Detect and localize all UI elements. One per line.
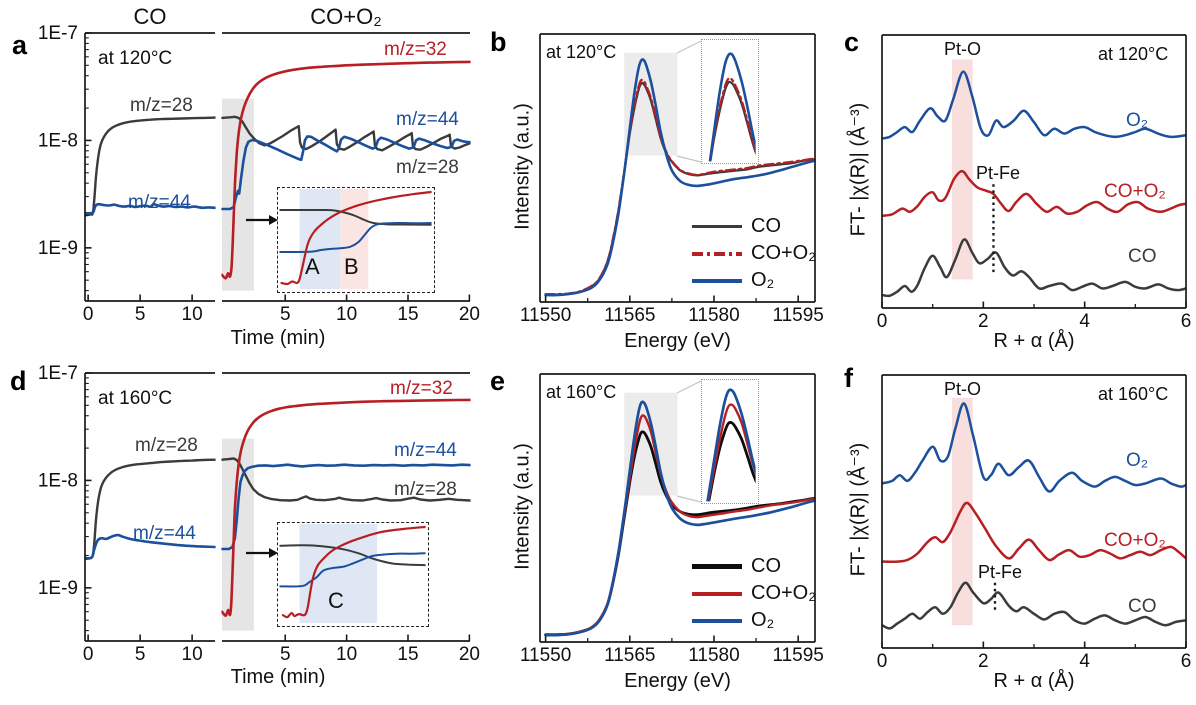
f_main-band-0 [951,397,973,626]
a_left-xtick-label: 10 [182,304,203,325]
a_left-xtick-label: 5 [135,304,146,325]
f_main-xtick-label: 2 [978,651,989,672]
d_inset-series-co2 [279,552,426,588]
chart-d_left: 0 5 10 1E-7 1E-8 1E-9 [38,363,216,665]
a_right-xtick-label: 15 [397,304,418,325]
b_main-xtick-label: 11595 [772,305,823,326]
chart-a_inset [246,189,432,289]
d_left-series-mz44 [84,533,216,560]
f_main-series-co [881,581,1187,630]
a_left-ytick-label: 1E-8 [38,130,78,151]
e_main-connector [676,495,702,503]
b_main-xtick-label: 11580 [688,305,739,326]
chart-b_inset [708,52,756,162]
a_left-xtick-label: 0 [83,304,94,325]
b_main-series-o2 [544,58,816,297]
f_main-series-co_o2 [881,501,1187,563]
chart-a_left: 0 5 10 1E-7 1E-8 1E-9 [38,23,216,325]
f_main-xtick-label: 0 [877,651,888,672]
c_main-xtick-label: 2 [978,311,989,332]
chart-e_main: 11550 11565 11580 11595 [520,373,824,666]
d_right-series-mz44 [221,463,471,551]
d_inset-band-0 [299,524,378,623]
a_right-xtick-label: 5 [280,304,291,325]
a_right-xtick-label: 20 [459,304,480,325]
f_main-series-o2 [881,402,1187,493]
c_main-series-co [881,238,1187,298]
a_left-series-mz44 [84,202,216,215]
d_inset-series-o2 [281,525,426,619]
d_left-ytick-label: 1E-8 [38,470,78,491]
b_main-xtick-label: 11565 [604,305,655,326]
e_main-connector [676,380,702,394]
d_left-ytick-label: 1E-7 [38,363,78,384]
a_left-ytick-label: 1E-7 [38,23,78,44]
d_right-xtick-label: 10 [336,644,357,665]
c_main-xtick-label: 6 [1181,311,1192,332]
b_inset-series-o2 [708,52,756,162]
e_main-series-o2 [544,400,816,637]
f_main-xtick-label: 6 [1181,651,1192,672]
e_inset-series-co [707,420,756,502]
d_right-series-mz32 [221,398,471,617]
d_left-ytick-label: 1E-9 [38,578,78,599]
e_inset-series-co_o2 [707,403,756,502]
chart-b_main: 11550 11565 11580 11595 [520,33,824,326]
d_left-series-mz28 [84,458,216,561]
chart-d_inset [246,524,426,623]
e_main-series-co [544,430,816,637]
e_main-xtick-label: 11550 [520,645,571,666]
c_main-xtick-label: 4 [1079,311,1090,332]
b_main-series-co [544,81,816,296]
a_right-xtick-label: 10 [336,304,357,325]
d_left-xtick-label: 0 [83,644,94,665]
chart-c_main: 0 2 4 6 [877,34,1192,332]
chart-e_inset [706,388,756,502]
d_right-xtick-label: 20 [459,644,480,665]
a_left-ytick-label: 1E-9 [38,238,78,259]
d_left-xtick-label: 10 [182,644,203,665]
b_main-series-co_o2 [544,78,816,296]
e_main-xtick-label: 11580 [688,645,739,666]
e_main-xtick-label: 11595 [772,645,823,666]
d_right-xtick-label: 15 [397,644,418,665]
chart-f_main: 0 2 4 6 [877,374,1192,672]
d_inset-series-co [279,544,426,567]
chart-d_right: 5 10 15 20 [221,372,480,665]
d_right-xtick-label: 5 [280,644,291,665]
chart-a_right: 5 10 15 20 [221,32,480,325]
a_inset-series-co [279,208,432,226]
b_main-connector [676,155,702,163]
b_main-connector [676,40,702,54]
e_main-xtick-label: 11565 [604,645,655,666]
c_main-xtick-label: 0 [877,311,888,332]
b_main-xtick-label: 11550 [520,305,571,326]
a_inset-band-0 [299,189,341,289]
c_main-band-0 [951,59,973,280]
e_main-series-co_o2 [544,414,816,636]
a_right-series-mz44 [221,135,471,211]
a_inset-series-co2 [279,221,432,254]
e_inset-series-o2 [706,388,756,502]
d_right-series-mz28 [221,457,471,502]
f_main-xtick-label: 4 [1079,651,1090,672]
c_main-series-o2 [881,70,1187,140]
a_left-series-mz28 [84,116,216,217]
a_inset-series-o2 [280,190,432,286]
d_left-xtick-label: 5 [135,644,146,665]
c_main-series-co_o2 [881,169,1187,218]
a_right-series-mz28 [221,115,471,152]
a_right-series-mz32 [221,60,471,280]
b_inset-series-co_o2 [708,76,756,162]
